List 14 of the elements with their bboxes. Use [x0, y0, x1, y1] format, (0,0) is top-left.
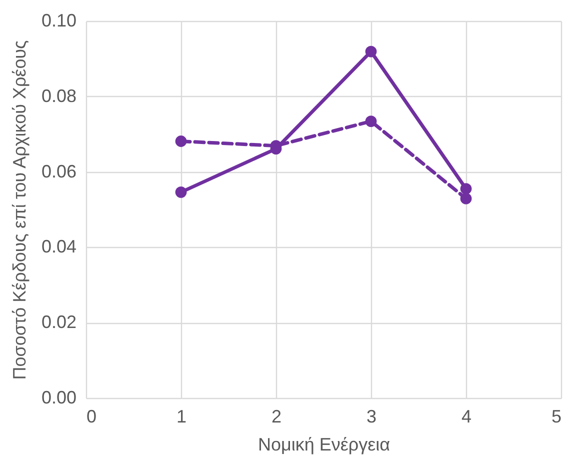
- y-axis-title: Ποσοστό Κέρδους επί του Αρχικού Χρέους: [9, 40, 30, 380]
- y-tick-label: 0.04: [41, 236, 76, 257]
- y-tick-label: 0.00: [41, 388, 76, 408]
- x-tick-label: 2: [271, 406, 282, 426]
- x-tick-label: 5: [551, 406, 562, 426]
- x-tick-label: 3: [366, 406, 377, 426]
- y-tick-label: 0.08: [41, 86, 76, 106]
- x-tick-label: 1: [176, 406, 187, 426]
- y-tick-label: 0.10: [41, 10, 76, 30]
- x-tick-label: 4: [461, 406, 472, 426]
- y-tick-label: 0.02: [41, 312, 76, 332]
- x-tick-label: 0: [86, 406, 97, 426]
- x-axis-title: Νομική Ενέργεια: [258, 434, 390, 454]
- y-tick-label: 0.06: [41, 161, 76, 182]
